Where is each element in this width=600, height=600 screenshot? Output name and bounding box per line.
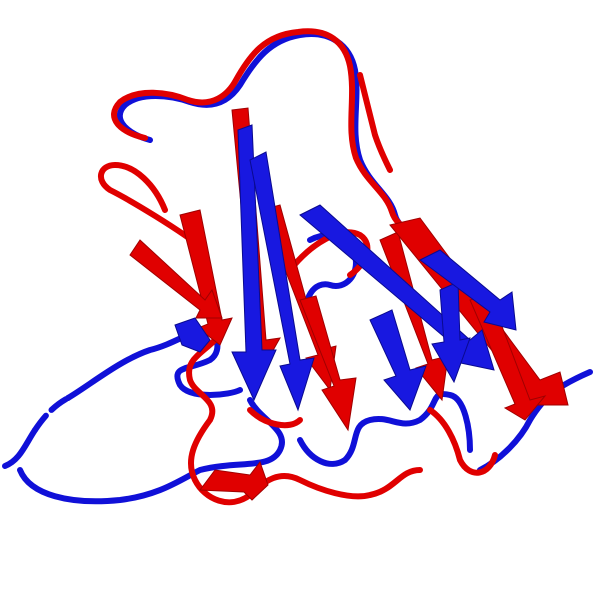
blue-strand xyxy=(431,281,471,384)
red-strand xyxy=(129,239,223,319)
blue-coil xyxy=(32,395,71,433)
blue-strand xyxy=(369,309,427,411)
blue-strand xyxy=(419,249,517,331)
red-coil xyxy=(98,162,208,253)
blue-strands xyxy=(174,124,517,412)
red-coil xyxy=(111,28,431,259)
red-strand xyxy=(199,460,269,501)
red-strand xyxy=(299,295,357,432)
red-coil xyxy=(186,337,423,506)
blue-coil xyxy=(297,391,473,467)
red-coil xyxy=(247,407,303,429)
blue-coil xyxy=(477,369,593,473)
blue-strand xyxy=(249,151,315,412)
red-coil xyxy=(427,407,498,476)
blue-coil xyxy=(17,397,285,505)
blue-coil xyxy=(2,427,38,469)
blue-strand xyxy=(174,317,211,353)
red-coil xyxy=(357,72,393,173)
